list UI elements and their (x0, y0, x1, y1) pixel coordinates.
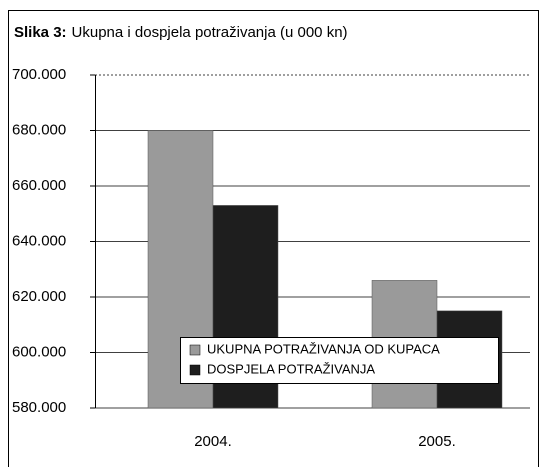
x-tick-label: 2005. (418, 433, 456, 450)
x-tick-label: 2004. (194, 433, 232, 450)
title-label: Slika 3: (14, 24, 67, 41)
legend: UKUPNA POTRAŽIVANJA OD KUPACA DOSPJELA PO… (180, 337, 499, 384)
y-tick-label: 640.000 (12, 232, 66, 249)
legend-swatch (189, 364, 201, 376)
y-tick-label: 620.000 (12, 288, 66, 305)
chart-title: Slika 3: Ukupna i dospjela potraživanja (… (14, 24, 348, 41)
y-tick-label: 660.000 (12, 177, 66, 194)
chart-frame (8, 10, 539, 467)
legend-box (180, 337, 499, 384)
legend-swatch (189, 344, 201, 356)
title-text: Ukupna i dospjela potraživanja (u 000 kn… (72, 24, 348, 41)
y-tick-label: 600.000 (12, 343, 66, 360)
y-tick-label: 680.000 (12, 121, 66, 138)
y-tick-label: 700.000 (12, 66, 66, 83)
legend-label: DOSPJELA POTRAŽIVANJA (207, 361, 375, 376)
y-tick-label: 580.000 (12, 399, 66, 416)
legend-label: UKUPNA POTRAŽIVANJA OD KUPACA (207, 341, 440, 356)
